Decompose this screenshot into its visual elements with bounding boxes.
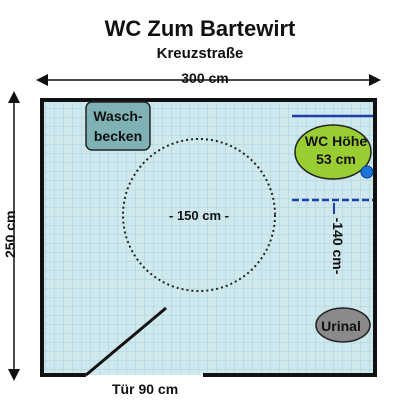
door-width-label: Tür 90 cm — [112, 381, 179, 397]
turning-circle — [122, 138, 276, 292]
urinal — [315, 307, 371, 343]
wc-label-line1: WC Höhe — [305, 133, 367, 149]
sink — [85, 101, 151, 151]
urinal-label: Urinal — [321, 318, 361, 334]
wc-label-line2: 53 cm — [316, 151, 356, 167]
room-walls — [40, 98, 377, 377]
sink-label-line2: becken — [94, 128, 142, 144]
door-leaf — [85, 306, 167, 377]
flush-button — [360, 165, 374, 179]
side-clearance-label: -140 cm- — [330, 218, 346, 275]
page-title: WC Zum Bartewirt — [104, 16, 296, 41]
turning-circle-label: - 150 cm - — [169, 208, 229, 223]
sink-label-line1: Wasch- — [93, 108, 143, 124]
wc-toilet — [294, 124, 372, 180]
page-subtitle: Kreuzstraße — [156, 45, 244, 62]
